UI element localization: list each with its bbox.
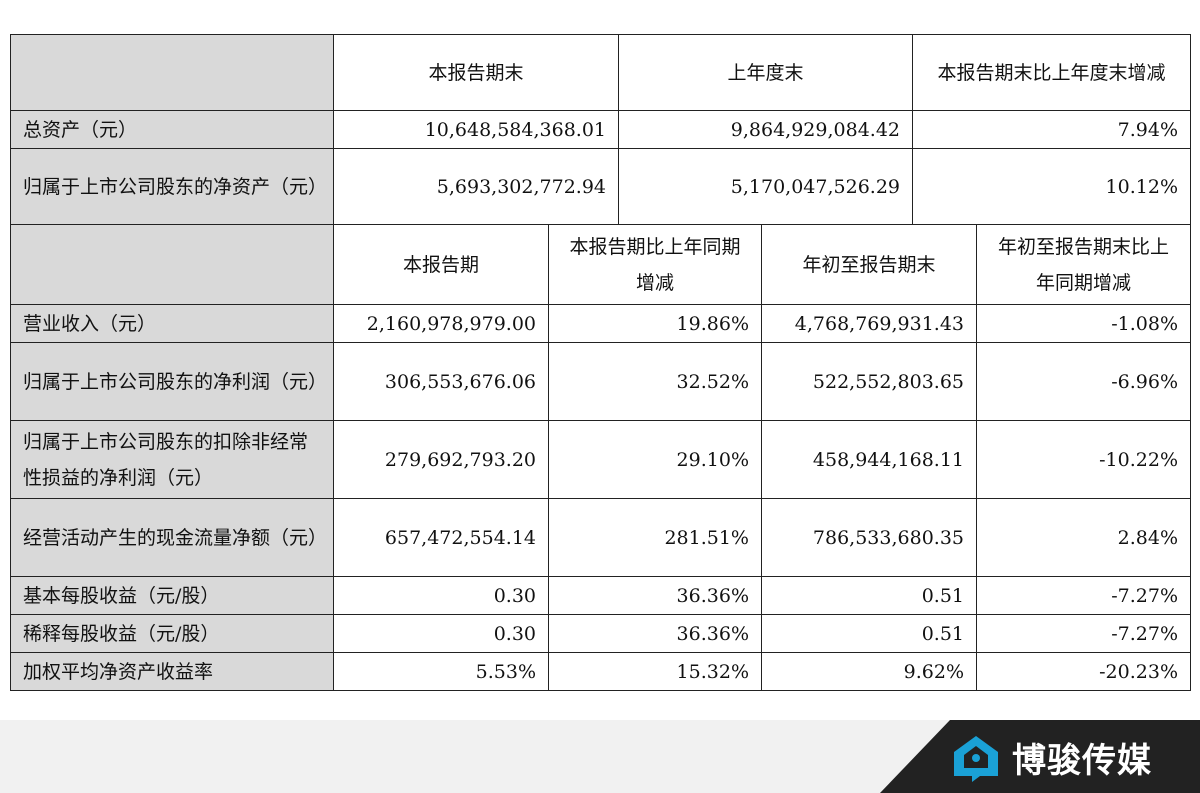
financial-summary-table: 本报告期末 上年度末 本报告期末比上年度末增减 总资产（元） 10,648,58… (10, 34, 1191, 691)
row-label: 加权平均净资产收益率 (10, 652, 334, 691)
table-row: 稀释每股收益（元/股） 0.30 36.36% 0.51 -7.27% (10, 614, 1191, 653)
value-period-change: 36.36% (548, 614, 762, 653)
table-row: 归属于上市公司股东的扣除非经常性损益的净利润（元） 279,692,793.20… (10, 420, 1191, 499)
value-ytd-change: -6.96% (976, 342, 1191, 421)
value-period-change: 36.36% (548, 576, 762, 615)
value-period: 0.30 (333, 576, 549, 615)
value-ytd-change: -7.27% (976, 614, 1191, 653)
value-period: 279,692,793.20 (333, 420, 549, 499)
row-label: 经营活动产生的现金流量净额（元） (10, 498, 334, 577)
table-row: 经营活动产生的现金流量净额（元） 657,472,554.14 281.51% … (10, 498, 1191, 577)
header-period-end-change: 本报告期末比上年度末增减 (912, 34, 1191, 111)
value-ytd: 458,944,168.11 (761, 420, 977, 499)
value-ytd: 0.51 (761, 614, 977, 653)
value-period: 0.30 (333, 614, 549, 653)
value-period-change: 281.51% (548, 498, 762, 577)
value-period-end: 5,693,302,772.94 (333, 148, 619, 225)
row-label: 归属于上市公司股东的净利润（元） (10, 342, 334, 421)
value-period-change: 32.52% (548, 342, 762, 421)
table-row: 归属于上市公司股东的净利润（元） 306,553,676.06 32.52% 5… (10, 342, 1191, 421)
table-row: 归属于上市公司股东的净资产（元） 5,693,302,772.94 5,170,… (10, 148, 1191, 225)
value-ytd-change: -10.22% (976, 420, 1191, 499)
value-ytd-change: 2.84% (976, 498, 1191, 577)
brand-watermark: 博骏传媒 (950, 730, 1190, 784)
value-period-change: 19.86% (548, 304, 762, 343)
header-period-end: 本报告期末 (333, 34, 619, 111)
value-prior-year-end: 9,864,929,084.42 (618, 110, 913, 149)
value-ytd-change: -1.08% (976, 304, 1191, 343)
table-row: 基本每股收益（元/股） 0.30 36.36% 0.51 -7.27% (10, 576, 1191, 615)
value-ytd: 522,552,803.65 (761, 342, 977, 421)
value-ytd-change: -20.23% (976, 652, 1191, 691)
value-period-change: 29.10% (548, 420, 762, 499)
table-row: 营业收入（元） 2,160,978,979.00 19.86% 4,768,76… (10, 304, 1191, 343)
value-ytd: 9.62% (761, 652, 977, 691)
row-label: 总资产（元） (10, 110, 334, 149)
house-speech-icon (954, 736, 998, 782)
value-period: 306,553,676.06 (333, 342, 549, 421)
value-ytd: 786,533,680.35 (761, 498, 977, 577)
row-label: 稀释每股收益（元/股） (10, 614, 334, 653)
header-period-yoy-change: 本报告期比上年同期增减 (548, 224, 762, 305)
value-ytd-change: -7.27% (976, 576, 1191, 615)
balance-header-blank (10, 34, 334, 111)
header-year-to-date: 年初至报告期末 (761, 224, 977, 305)
table-row: 总资产（元） 10,648,584,368.01 9,864,929,084.4… (10, 110, 1191, 149)
income-header-blank (10, 224, 334, 305)
row-label: 营业收入（元） (10, 304, 334, 343)
header-current-period: 本报告期 (333, 224, 549, 305)
value-prior-year-end: 5,170,047,526.29 (618, 148, 913, 225)
value-change: 10.12% (912, 148, 1191, 225)
brand-name: 博骏传媒 (1012, 740, 1152, 781)
table-row: 加权平均净资产收益率 5.53% 15.32% 9.62% -20.23% (10, 652, 1191, 691)
row-label: 基本每股收益（元/股） (10, 576, 334, 615)
value-period: 657,472,554.14 (333, 498, 549, 577)
value-ytd: 0.51 (761, 576, 977, 615)
value-period-end: 10,648,584,368.01 (333, 110, 619, 149)
row-label: 归属于上市公司股东的扣除非经常性损益的净利润（元） (10, 420, 334, 499)
header-prior-year-end: 上年度末 (618, 34, 913, 111)
value-period: 2,160,978,979.00 (333, 304, 549, 343)
value-period: 5.53% (333, 652, 549, 691)
value-change: 7.94% (912, 110, 1191, 149)
header-ytd-yoy-change: 年初至报告期末比上年同期增减 (976, 224, 1191, 305)
row-label: 归属于上市公司股东的净资产（元） (10, 148, 334, 225)
value-ytd: 4,768,769,931.43 (761, 304, 977, 343)
value-period-change: 15.32% (548, 652, 762, 691)
